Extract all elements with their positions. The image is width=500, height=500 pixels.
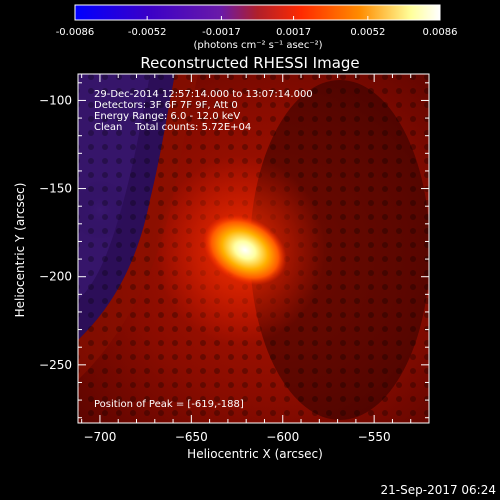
heatmap-image: [78, 74, 429, 423]
colorbar-unit-label: (photons cm⁻² s⁻¹ asec⁻²): [193, 40, 322, 51]
annotation-detectors: Detectors: 3F 6F 7F 9F, Att 0: [94, 100, 238, 111]
colorbar-tick-label: 0.0086: [423, 27, 458, 38]
footer-timestamp: 21-Sep-2017 06:24: [381, 483, 496, 497]
axis-ticks: −700 −650 −600 −550 −100 −150 −200 −250: [39, 74, 430, 444]
colorbar-tick-label: 0.0052: [350, 27, 385, 38]
y-tick-label: −150: [39, 182, 72, 196]
x-tick-label: −550: [358, 430, 391, 444]
annotation-energy-range: Energy Range: 6.0 - 12.0 keV: [94, 111, 240, 122]
colorbar-tick-label: 0.0017: [276, 27, 311, 38]
y-axis-label: Heliocentric Y (arcsec): [13, 183, 27, 318]
y-tick-label: −200: [39, 270, 72, 284]
y-tick-label: −250: [39, 358, 72, 372]
annotation-clean-counts: Clean Total counts: 5.72E+04: [94, 122, 251, 133]
x-tick-label: −700: [83, 430, 116, 444]
x-tick-label: −600: [266, 430, 299, 444]
colorbar-ticks: -0.0086 -0.0052 -0.0017 0.0017 0.0052 0.0086: [56, 16, 458, 38]
colorbar-tick-label: -0.0052: [128, 27, 167, 38]
colorbar: [74, 4, 441, 21]
x-tick-label: −650: [175, 430, 208, 444]
annotation-time-range: 29-Dec-2014 12:57:14.000 to 13:07:14.000: [94, 89, 313, 100]
x-axis-label: Heliocentric X (arcsec): [187, 447, 323, 461]
colorbar-tick-label: -0.0086: [56, 27, 95, 38]
colorbar-tick-label: -0.0017: [202, 27, 241, 38]
plot-frame: [77, 73, 430, 424]
y-tick-label: −100: [39, 93, 72, 107]
chart-title: Reconstructed RHESSI Image: [140, 54, 359, 72]
annotation-peak-position: Position of Peak = [-619,-188]: [94, 399, 244, 410]
